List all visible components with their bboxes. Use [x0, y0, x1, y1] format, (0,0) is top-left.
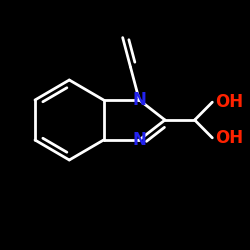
Text: OH: OH — [215, 129, 243, 147]
Text: N: N — [132, 91, 146, 109]
Text: N: N — [132, 131, 146, 149]
Text: OH: OH — [215, 93, 243, 111]
